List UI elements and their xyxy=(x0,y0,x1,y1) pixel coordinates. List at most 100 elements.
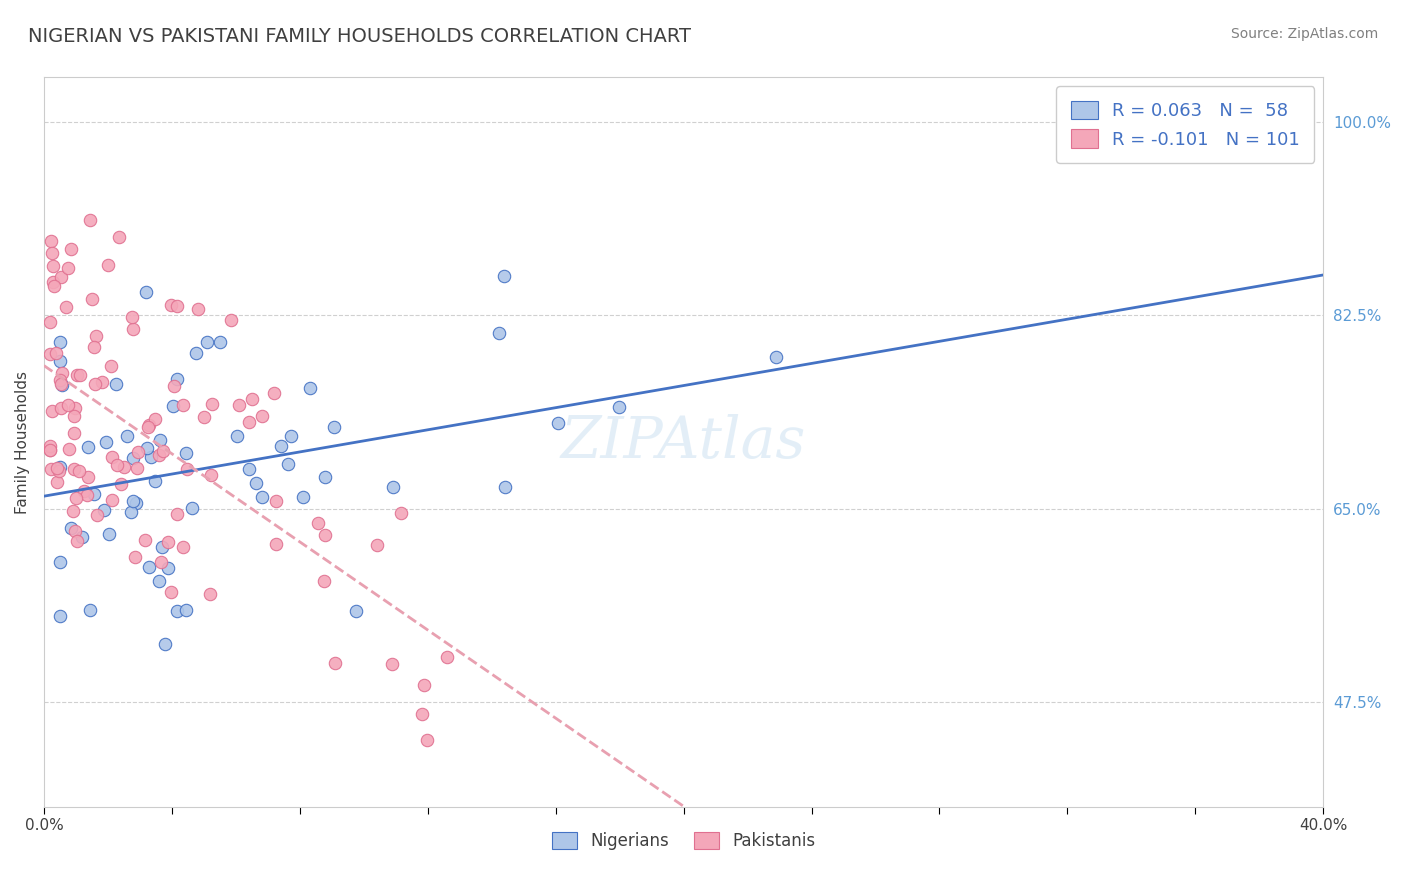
Point xyxy=(153,637,176,651)
Point xyxy=(299,381,322,395)
Point xyxy=(97,258,120,272)
Point xyxy=(76,488,98,502)
Point xyxy=(138,560,160,574)
Point xyxy=(344,604,367,618)
Y-axis label: Family Households: Family Households xyxy=(15,371,30,514)
Point xyxy=(65,401,87,415)
Point xyxy=(240,392,263,407)
Point xyxy=(124,549,146,564)
Point xyxy=(381,657,404,671)
Point xyxy=(149,433,172,447)
Point xyxy=(67,464,90,478)
Point xyxy=(238,415,260,429)
Point xyxy=(488,326,510,340)
Point xyxy=(86,508,108,522)
Point xyxy=(105,458,128,473)
Point xyxy=(181,501,204,516)
Point xyxy=(221,313,243,327)
Point xyxy=(41,275,63,289)
Point xyxy=(166,507,188,521)
Point xyxy=(389,506,412,520)
Point xyxy=(56,398,79,412)
Point xyxy=(382,479,405,493)
Point xyxy=(166,299,188,313)
Point xyxy=(44,278,66,293)
Point xyxy=(200,468,222,483)
Point xyxy=(135,442,157,456)
Point xyxy=(51,376,73,391)
Point xyxy=(307,516,329,530)
Point xyxy=(143,412,166,426)
Point xyxy=(62,503,84,517)
Point xyxy=(139,450,162,465)
Point xyxy=(160,584,183,599)
Point xyxy=(314,528,336,542)
Point xyxy=(494,480,516,494)
Point xyxy=(65,491,87,505)
Point xyxy=(48,464,70,478)
Point xyxy=(162,378,184,392)
Point xyxy=(607,400,630,414)
Point xyxy=(135,285,157,299)
Point xyxy=(238,461,260,475)
Point xyxy=(49,608,72,623)
Point xyxy=(39,346,62,360)
Point xyxy=(101,492,124,507)
Point xyxy=(136,420,159,434)
Point xyxy=(51,377,73,392)
Point xyxy=(83,340,105,354)
Point xyxy=(42,260,65,274)
Point xyxy=(502,811,524,825)
Point xyxy=(201,397,224,411)
Point xyxy=(266,537,288,551)
Point xyxy=(65,524,87,539)
Point xyxy=(39,442,62,457)
Point xyxy=(77,440,100,454)
Point xyxy=(765,350,787,364)
Point xyxy=(150,555,173,569)
Point xyxy=(160,298,183,312)
Point xyxy=(76,470,98,484)
Point xyxy=(63,409,86,423)
Point xyxy=(325,656,347,670)
Point xyxy=(122,450,145,465)
Point xyxy=(93,502,115,516)
Point xyxy=(83,377,105,392)
Point xyxy=(174,603,197,617)
Point xyxy=(245,476,267,491)
Point xyxy=(79,212,101,227)
Point xyxy=(494,268,516,283)
Point xyxy=(45,475,67,490)
Point xyxy=(127,444,149,458)
Point xyxy=(65,534,87,549)
Point xyxy=(226,429,249,443)
Point xyxy=(187,302,209,317)
Point xyxy=(264,494,287,508)
Text: NIGERIAN VS PAKISTANI FAMILY HOUSEHOLDS CORRELATION CHART: NIGERIAN VS PAKISTANI FAMILY HOUSEHOLDS … xyxy=(28,27,692,45)
Point xyxy=(44,345,66,359)
Point xyxy=(174,446,197,460)
Point xyxy=(413,678,436,692)
Point xyxy=(98,527,121,541)
Point xyxy=(45,461,67,475)
Text: 0.0%: 0.0% xyxy=(24,818,63,833)
Point xyxy=(280,428,302,442)
Text: ZIPAtlas: ZIPAtlas xyxy=(561,414,806,470)
Point xyxy=(166,372,188,386)
Point xyxy=(176,462,198,476)
Point xyxy=(198,586,221,600)
Point xyxy=(41,462,63,476)
Point xyxy=(100,450,122,465)
Point xyxy=(228,399,250,413)
Point xyxy=(195,335,218,350)
Point xyxy=(143,474,166,488)
Point xyxy=(83,487,105,501)
Point xyxy=(49,460,72,475)
Point xyxy=(172,540,194,554)
Point xyxy=(66,368,89,383)
Point xyxy=(172,398,194,412)
Point xyxy=(117,429,139,443)
Point xyxy=(63,426,86,441)
Point xyxy=(51,401,73,416)
Point xyxy=(250,490,273,504)
